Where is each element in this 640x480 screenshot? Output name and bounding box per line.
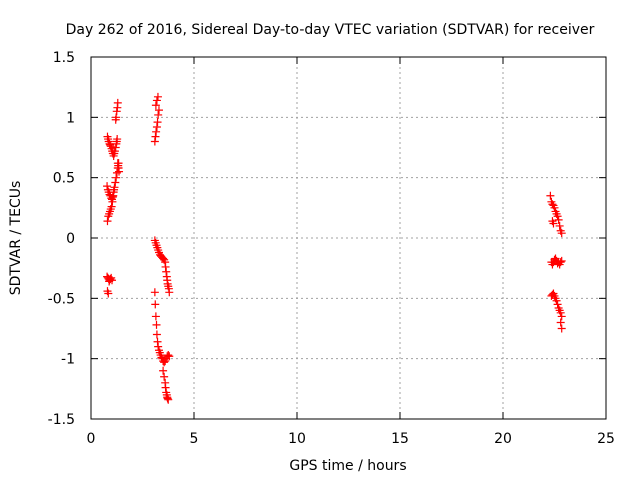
- y-tick-label: 0.5: [53, 171, 75, 187]
- data-point: [152, 320, 161, 329]
- series-arc1-lower: [103, 272, 117, 298]
- data-point: [159, 366, 168, 375]
- data-point: [106, 141, 115, 150]
- data-point: [151, 300, 160, 309]
- data-point: [113, 135, 122, 144]
- data-point: [550, 203, 559, 212]
- x-tick-label: 0: [87, 431, 96, 447]
- data-point: [556, 258, 565, 267]
- data-point: [108, 197, 117, 206]
- chart-title: Day 262 of 2016, Sidereal Day-to-day VTE…: [66, 22, 595, 38]
- data-point: [152, 122, 161, 131]
- data-point: [112, 107, 121, 116]
- data-point: [103, 182, 112, 191]
- data-point: [163, 394, 172, 403]
- data-point: [556, 318, 565, 327]
- y-tick-labels: -1.5 -1 -0.5 0 0.5 1 1.5: [48, 50, 75, 428]
- y-tick-label: -0.5: [48, 291, 75, 307]
- data-point: [112, 168, 121, 177]
- data-point: [557, 229, 566, 238]
- series-arc3-lower: [547, 289, 566, 333]
- data-point: [164, 395, 173, 404]
- data-point: [111, 178, 120, 187]
- y-tick-label: 0: [66, 231, 75, 247]
- data-point: [556, 308, 565, 317]
- data-point: [157, 353, 166, 362]
- data-point: [555, 221, 564, 230]
- data-point: [104, 289, 113, 298]
- data-point: [557, 312, 566, 321]
- data-point: [154, 110, 163, 119]
- data-point: [113, 98, 122, 107]
- series-arc3-upper: [546, 191, 566, 238]
- data-point: [152, 330, 161, 339]
- data-point: [109, 191, 118, 200]
- grid: [91, 57, 606, 419]
- data-point: [113, 164, 122, 173]
- data-point: [165, 352, 174, 361]
- data-point: [160, 358, 169, 367]
- data-point: [103, 217, 112, 226]
- x-tick-label: 25: [597, 431, 615, 447]
- series-arc1-upper: [103, 98, 124, 176]
- data-point: [160, 372, 169, 381]
- x-tick-label: 15: [391, 431, 409, 447]
- data-point: [162, 267, 171, 276]
- series-arc1-middle: [103, 159, 123, 226]
- data-point: [161, 262, 170, 271]
- data-point: [553, 300, 562, 309]
- data-point: [164, 351, 173, 360]
- data-point: [546, 191, 555, 200]
- y-tick-label: 1.5: [53, 50, 75, 66]
- data-point: [105, 277, 114, 286]
- data-point: [553, 212, 562, 221]
- y-tick-label: 1: [66, 110, 75, 126]
- x-tick-label: 10: [288, 431, 306, 447]
- series-arc2-middle: [150, 236, 174, 297]
- x-tick-labels: 0 5 10 15 20 25: [87, 431, 615, 447]
- data-point: [111, 143, 120, 152]
- series-arc2-upper: [150, 92, 163, 146]
- data-point: [152, 127, 161, 136]
- series-arc2-lower: [150, 288, 174, 404]
- data-point: [154, 342, 163, 351]
- data-point: [161, 383, 170, 392]
- data-point: [114, 159, 123, 168]
- data-point: [110, 147, 119, 156]
- data-point: [552, 296, 561, 305]
- data-point: [151, 101, 160, 110]
- data-point: [153, 337, 162, 346]
- data-point: [557, 256, 566, 265]
- data-point: [110, 185, 119, 194]
- data-point: [165, 288, 174, 297]
- data-point: [107, 202, 116, 211]
- data-point: [557, 324, 566, 333]
- data-point: [154, 106, 163, 115]
- y-axis-label: SDTVAR / TECUs: [8, 181, 24, 296]
- x-tick-label: 20: [494, 431, 512, 447]
- data-point: [115, 167, 124, 176]
- data-points: [103, 92, 566, 404]
- axis-ticks: [90, 56, 607, 420]
- data-point: [150, 137, 159, 146]
- x-axis-label: GPS time / hours: [289, 458, 406, 474]
- data-point: [153, 118, 162, 127]
- data-point: [151, 132, 160, 141]
- y-tick-label: -1: [61, 352, 75, 368]
- series-arc3-middle: [547, 254, 566, 269]
- data-point: [554, 215, 563, 224]
- data-point: [548, 200, 557, 209]
- data-point: [112, 113, 121, 122]
- data-point: [151, 312, 160, 321]
- data-point: [150, 288, 159, 297]
- y-tick-label: -1.5: [48, 412, 75, 428]
- data-point: [112, 173, 121, 182]
- data-point: [549, 219, 558, 228]
- data-point: [152, 96, 161, 105]
- data-point: [153, 92, 162, 101]
- data-point: [159, 254, 168, 263]
- x-tick-label: 5: [190, 431, 199, 447]
